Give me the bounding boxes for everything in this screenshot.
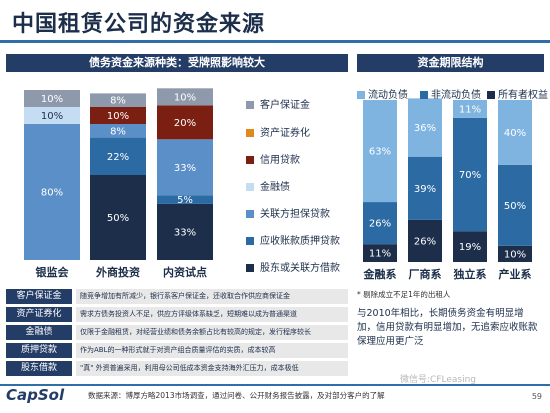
bar-value-label: 10% bbox=[504, 249, 526, 260]
left-panel-header: 债务资金来源种类：受牌照影响较大 bbox=[6, 54, 348, 72]
bar-segment bbox=[498, 100, 532, 165]
bar-value-label: 8% bbox=[110, 126, 126, 137]
legend-credit-loan: 信用贷款 bbox=[246, 151, 300, 166]
bar-value-label: 10% bbox=[41, 94, 63, 105]
bar-segment bbox=[157, 203, 213, 260]
legend-shareholder-loan: 股东或关联方借款 bbox=[246, 259, 340, 274]
legend-customer-deposit: 客户保证金 bbox=[246, 96, 310, 111]
legend-swatch bbox=[420, 91, 428, 99]
category-label: 金融系 bbox=[363, 267, 397, 281]
bar-value-label: 70% bbox=[459, 170, 481, 181]
category-label: 银监会 bbox=[36, 265, 70, 279]
row-label-pledge-loan: 质押贷款 bbox=[6, 343, 72, 358]
legend-financial-bond: 金融债 bbox=[246, 178, 290, 193]
legend-equity: 所有者权益 bbox=[487, 86, 548, 101]
bar-segment bbox=[408, 219, 442, 262]
bar-segment bbox=[90, 107, 146, 124]
bar-value-label: 80% bbox=[41, 188, 63, 199]
row-label-abs: 资产证券化 bbox=[6, 307, 72, 322]
bar-value-label: 10% bbox=[174, 92, 196, 103]
bar-value-label: 50% bbox=[107, 213, 129, 224]
bar-segment bbox=[157, 195, 213, 204]
category-label: 外商投资 bbox=[95, 265, 140, 279]
footer-rule bbox=[0, 384, 550, 386]
legend-swatch bbox=[246, 156, 254, 164]
bar-value-label: 39% bbox=[414, 184, 436, 195]
capsol-logo: CapSol bbox=[6, 386, 65, 404]
bar-segment bbox=[453, 100, 487, 118]
page-number: 59 bbox=[531, 392, 542, 401]
row-label-financial-bond: 金融债 bbox=[6, 325, 72, 340]
bar-segment bbox=[408, 156, 442, 220]
bar-segment bbox=[90, 93, 146, 107]
bar-segment bbox=[90, 124, 146, 138]
legend-swatch bbox=[246, 237, 254, 245]
bar-segment bbox=[90, 137, 146, 175]
page-title: 中国租赁公司的资金来源 bbox=[12, 12, 266, 37]
source-note: 数据来源：博厚方略2013市场调查，通过问卷、公开财务报告披露，及对部分客户的了… bbox=[88, 391, 385, 400]
bar-value-label: 11% bbox=[369, 249, 391, 260]
category-label: 产业系 bbox=[499, 267, 532, 281]
bar-value-label: 5% bbox=[177, 195, 193, 206]
row-text-abs: 需求方债务投资人不足，供应方评级体系缺乏，短期难以成为普通渠道 bbox=[76, 307, 348, 322]
bar-value-label: 40% bbox=[504, 128, 526, 139]
bar-segment bbox=[24, 107, 80, 124]
right-panel-header: 资金期限结构 bbox=[357, 54, 544, 72]
bar-value-label: 11% bbox=[459, 104, 481, 115]
bar-segment bbox=[498, 164, 532, 246]
legend-swatch bbox=[246, 129, 254, 137]
row-label-shareholder-loan: 股东借款 bbox=[6, 361, 72, 376]
row-text-financial-bond: 仅限于金融租赁，对经营业绩和债务余额占比有较高的规定，发行程序较长 bbox=[76, 325, 348, 340]
category-label: 内资试点 bbox=[163, 265, 207, 279]
bar-segment bbox=[408, 98, 442, 157]
legend-swatch bbox=[357, 91, 365, 99]
bar-segment bbox=[363, 244, 397, 262]
summary-text: 与2010年相比，长期债务资金有明显增加，信用贷款有明显增加，无追索应收账款保理… bbox=[357, 308, 538, 347]
bar-value-label: 10% bbox=[41, 111, 63, 122]
legend-abs: 资产证券化 bbox=[246, 124, 310, 139]
bar-value-label: 33% bbox=[174, 163, 196, 174]
category-label: 独立系 bbox=[453, 267, 487, 281]
legend-current-liabilities: 流动负债 bbox=[357, 86, 408, 101]
bar-segment bbox=[90, 175, 146, 260]
bar-value-label: 10% bbox=[107, 111, 129, 122]
legend-swatch bbox=[246, 264, 254, 272]
legend-receivable-pledge: 应收账款质押贷款 bbox=[246, 232, 340, 247]
bar-value-label: 50% bbox=[504, 201, 526, 212]
row-text-shareholder-loan: "真" 外资普遍采用，利用母公司低成本资金支持海外汇压力，成本极低 bbox=[76, 361, 348, 376]
bar-segment bbox=[157, 88, 213, 106]
bar-segment bbox=[157, 105, 213, 140]
bar-value-label: 36% bbox=[414, 123, 436, 134]
bar-value-label: 26% bbox=[369, 219, 391, 230]
legend-swatch bbox=[487, 91, 495, 99]
watermark: 微信号:CFLeasing bbox=[400, 375, 477, 385]
row-text-customer-deposit: 随竞争增加有所减少，银行系客户保证金，还收取合作供应商保证金 bbox=[76, 289, 348, 304]
legend-swatch bbox=[246, 183, 254, 191]
bar-value-label: 8% bbox=[110, 96, 126, 107]
category-label: 厂商系 bbox=[409, 267, 442, 281]
footnote: * 剔除成立不足1年的出租人 bbox=[357, 290, 451, 299]
bar-segment bbox=[24, 90, 80, 107]
bar-value-label: 22% bbox=[107, 152, 129, 163]
bar-segment bbox=[453, 231, 487, 262]
bar-segment bbox=[363, 202, 397, 245]
bar-value-label: 26% bbox=[414, 236, 436, 247]
bar-segment bbox=[24, 124, 80, 260]
bar-value-label: 20% bbox=[174, 118, 196, 129]
bar-segment bbox=[157, 139, 213, 196]
row-label-customer-deposit: 客户保证金 bbox=[6, 289, 72, 304]
bar-value-label: 63% bbox=[369, 147, 391, 158]
bar-segment bbox=[453, 117, 487, 232]
bar-segment bbox=[498, 245, 532, 262]
bar-value-label: 33% bbox=[174, 227, 196, 238]
row-text-pledge-loan: 作为ABL的一种形式就于对资产组合质量评估的实质，成本较高 bbox=[76, 343, 348, 358]
legend-noncurrent-liabilities: 非流动负债 bbox=[420, 86, 481, 101]
legend-swatch bbox=[246, 210, 254, 218]
title-rule bbox=[0, 40, 550, 43]
legend-swatch bbox=[246, 101, 254, 109]
bar-segment bbox=[363, 100, 397, 203]
legend-guaranteed-loan: 关联方担保贷款 bbox=[246, 205, 330, 220]
bar-value-label: 19% bbox=[459, 242, 481, 253]
